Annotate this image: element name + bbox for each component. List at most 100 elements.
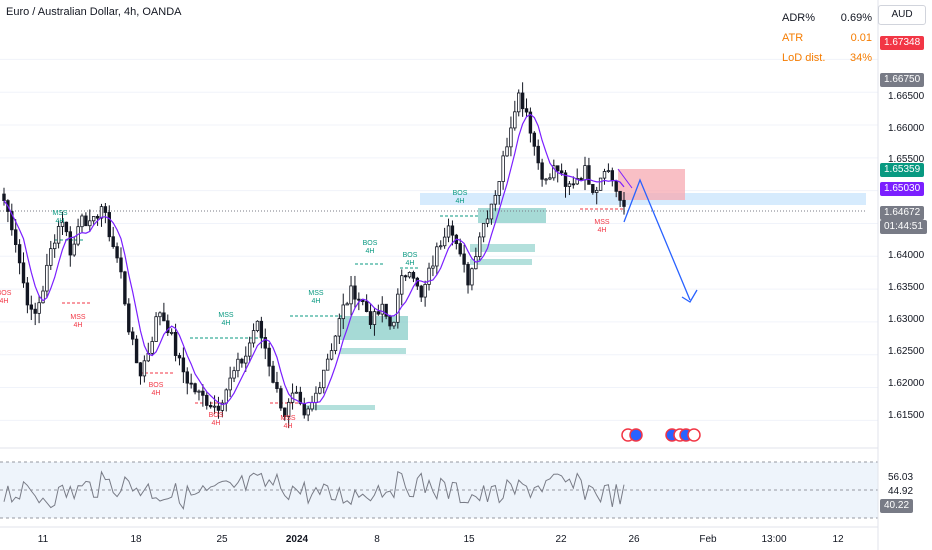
candle-body [162, 312, 166, 322]
candle-body [193, 383, 197, 393]
time-tick: 15 [463, 534, 475, 545]
time-tick: 8 [374, 534, 380, 545]
bull-zone-1 [478, 208, 546, 223]
candle-body [181, 357, 186, 373]
candle-body [388, 315, 392, 327]
candle-body [127, 303, 131, 333]
candle-body [134, 338, 139, 364]
oscillator-tag: 40.22 [880, 499, 914, 513]
candle-body [485, 218, 490, 224]
price-tick: 1.66500 [888, 91, 925, 102]
candle-body [208, 405, 213, 408]
candle-body [95, 216, 100, 219]
candle-body [532, 132, 537, 147]
candle-body [49, 248, 53, 266]
candle-body [103, 206, 108, 213]
candle-body [251, 330, 256, 344]
candle-body [357, 298, 361, 301]
candle-body [154, 316, 158, 342]
price-tag-purple: 1.65030 [880, 182, 925, 196]
candle-body [450, 225, 455, 236]
candle-body [591, 183, 595, 193]
candle-body [442, 236, 447, 247]
candle-body [115, 246, 119, 259]
candle-body [56, 226, 61, 244]
currency-button[interactable]: AUD [878, 5, 926, 25]
candle-body [392, 321, 396, 327]
candle-body [368, 311, 373, 325]
candle-body [567, 183, 572, 187]
candle-body [556, 165, 560, 172]
candle-body [267, 347, 271, 367]
candle-body [236, 358, 240, 372]
candle-body [107, 212, 111, 238]
candle-body [232, 370, 236, 379]
candle-body [536, 145, 540, 164]
structure-label: MSS 4H [52, 210, 68, 225]
candle-body [314, 392, 318, 403]
candle-body [216, 405, 221, 411]
candle-body [540, 162, 544, 180]
moving-average-line [3, 113, 625, 406]
candle-body [470, 268, 474, 286]
candle-body [80, 215, 84, 228]
candle-body [84, 215, 88, 227]
candle-body [513, 111, 517, 129]
candle-body [189, 382, 193, 385]
candle-body [255, 320, 260, 332]
candle-body [571, 183, 576, 186]
candle-body [345, 303, 349, 306]
candle-body [247, 342, 252, 357]
candle-body [177, 355, 182, 359]
candle-body [275, 381, 279, 390]
candle-body [259, 320, 264, 338]
candle-body [384, 303, 388, 317]
candle-body [185, 371, 189, 384]
candle-body [575, 178, 579, 185]
price-tick: 1.64000 [888, 250, 925, 261]
oscillator-line [3, 470, 625, 510]
candle-body [21, 262, 26, 284]
candle-body [142, 360, 147, 377]
candle-body [614, 180, 618, 192]
stat-value: 34% [849, 52, 872, 64]
candle-body [446, 225, 451, 238]
candle-body [325, 358, 330, 371]
bull-zone-5 [340, 348, 406, 354]
candle-body [341, 304, 345, 320]
stat-value: 0.01 [850, 32, 872, 44]
candle-body [205, 394, 209, 406]
candle-body [493, 194, 498, 205]
candle-body [138, 362, 143, 377]
candle-body [228, 377, 232, 391]
candle-body [528, 111, 533, 134]
candle-body [407, 272, 412, 278]
event-icons[interactable] [621, 428, 701, 442]
candle-body [431, 265, 435, 269]
candle-body [349, 285, 353, 305]
candle-body [166, 320, 170, 334]
price-tick: 1.63000 [888, 314, 925, 325]
candle-body [173, 331, 178, 356]
price-tag-red: 1.67348 [880, 36, 925, 50]
candle-body [396, 293, 400, 323]
candle-body [458, 243, 462, 255]
candle-body [411, 272, 416, 279]
candle-body [298, 391, 303, 404]
price-tag-high: 1.66750 [880, 73, 925, 87]
candle-body [497, 181, 501, 196]
candle-body [548, 177, 552, 180]
candle-body [41, 290, 45, 304]
candle-body [318, 387, 322, 394]
stats-table: ADR% 0.69% ATR 0.01 LoD dist. 34% [782, 10, 872, 70]
candle-body [489, 203, 494, 220]
forecast-path [623, 178, 691, 301]
candle-body [25, 282, 30, 306]
candle-body [462, 253, 466, 265]
structure-label: MSS 4H [594, 219, 610, 234]
candle-body [286, 401, 291, 417]
candle-body [439, 245, 443, 248]
time-tick: 11 [37, 534, 49, 545]
forecast-arrowhead [681, 289, 698, 303]
